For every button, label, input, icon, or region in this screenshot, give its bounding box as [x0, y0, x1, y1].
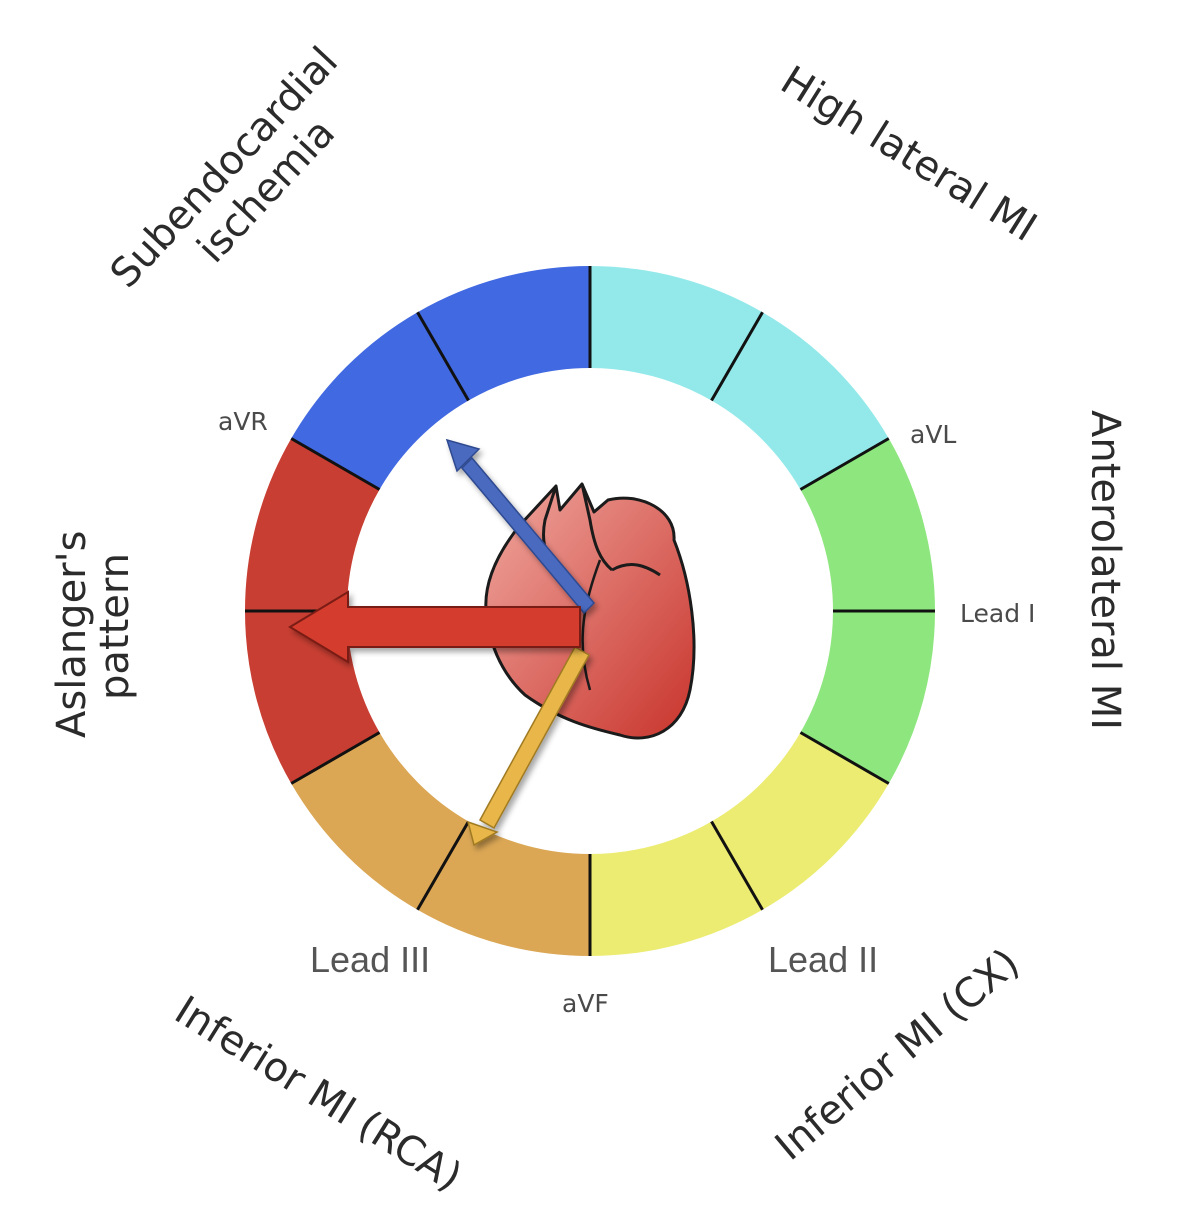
segment-yellow-1 [711, 732, 889, 910]
label-aslanger: Aslanger's pattern [49, 531, 138, 738]
segment-divider [799, 731, 890, 785]
segment-yellow-2 [590, 821, 763, 956]
segment-orange-1 [417, 821, 590, 956]
vector-arrow-yellow [466, 645, 591, 847]
vector-arrow-blue [445, 438, 596, 615]
segment-divider [799, 437, 890, 491]
segment-green-upper [800, 438, 935, 611]
label-lead-iii: Lead III [310, 939, 430, 980]
segment-orange-2 [291, 732, 469, 910]
label-avr: aVR [218, 407, 268, 436]
label-lead-ii: Lead II [768, 939, 878, 980]
segment-divider [290, 731, 381, 785]
vector-arrow-red [288, 590, 581, 664]
segment-cyan-1 [590, 266, 763, 401]
label-avl: aVL [910, 420, 956, 449]
label-anterolateral: Anterolateral MI [1082, 410, 1128, 730]
segment-cyan-2 [711, 312, 889, 490]
segment-dividers [245, 266, 935, 956]
label-high-lateral: High lateral MI [773, 57, 1045, 251]
segment-divider [416, 311, 470, 402]
segment-blue-1 [291, 312, 469, 490]
lead-ring [245, 266, 935, 956]
segment-divider [710, 311, 764, 402]
segment-divider [290, 437, 381, 491]
label-inferior-rca: Inferior MI (RCA) [167, 987, 470, 1200]
label-avf: aVF [562, 989, 609, 1018]
svg-text:Aslanger's: Aslanger's [49, 531, 95, 738]
segment-divider [416, 820, 470, 911]
segment-divider [710, 820, 764, 911]
label-lead-i: Lead I [960, 599, 1035, 628]
segment-red-upper [245, 438, 380, 611]
label-subendocardial: Subendocardial ischemia [102, 38, 347, 296]
segment-green-lower [800, 611, 935, 784]
svg-text:pattern: pattern [92, 553, 138, 700]
segment-blue-2 [417, 266, 590, 401]
